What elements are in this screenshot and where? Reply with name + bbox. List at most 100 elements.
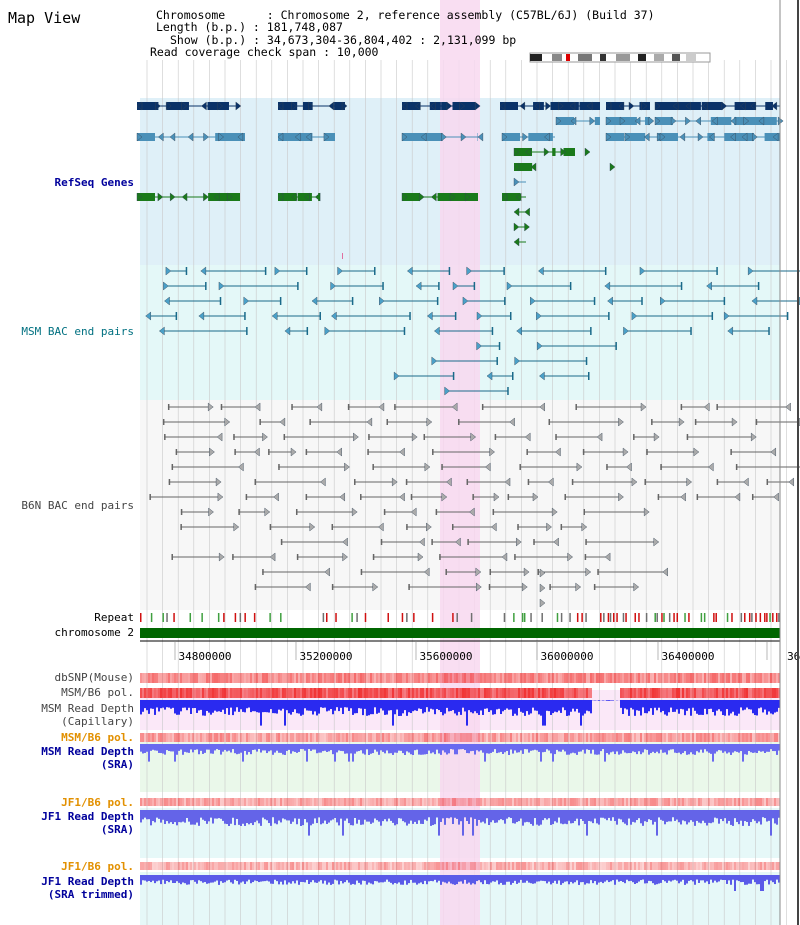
jf1-b6-pol-strip <box>580 798 582 806</box>
jf1-b6-pol-strip-2 <box>394 862 396 870</box>
track-label-msm-bac[interactable]: MSM BAC end pairs <box>21 325 134 338</box>
jf1-b6-pol-strip <box>204 798 206 806</box>
msm-b6-pol-strip-2 <box>280 733 282 742</box>
jf1-trim-depth-bar <box>274 875 276 880</box>
msm-b6-pol-strip <box>750 688 752 698</box>
jf1-b6-pol-strip-2 <box>584 862 586 870</box>
track-label-repeat[interactable]: Repeat <box>94 611 134 624</box>
msm-b6-pol-strip <box>448 688 450 698</box>
msm-cap-depth-bar <box>412 700 414 712</box>
msm-sra-depth-bar <box>662 744 664 753</box>
msm-cap-depth-bar <box>368 700 370 716</box>
track-label-msm-depth-sra[interactable]: MSM Read Depth <box>41 745 134 758</box>
msm-sra-depth-bar <box>714 744 716 754</box>
gene-exon <box>502 133 520 141</box>
msm-b6-pol-strip <box>238 688 240 698</box>
bac-end-b6n <box>366 417 373 427</box>
msm-b6-pol-strip-2 <box>526 733 528 742</box>
jf1-b6-pol-strip-2 <box>514 862 516 870</box>
track-label-msm-b6-pol-2[interactable]: MSM/B6 pol. <box>61 731 134 744</box>
dbsnp-strip <box>588 673 590 683</box>
gene-strand-arrow <box>605 116 612 126</box>
track-label-jf1-depth-sra[interactable]: JF1 Read Depth <box>41 810 134 823</box>
track-label-refseq[interactable]: RefSeq Genes <box>54 176 134 189</box>
jf1-sra-depth-bar <box>606 810 608 821</box>
jf1-trim-depth-bar <box>640 875 642 881</box>
dbsnp-strip <box>596 673 598 683</box>
jf1-sra-depth-bar <box>484 810 486 824</box>
track-label-msm-b6-pol-1[interactable]: MSM/B6 pol. <box>61 686 134 699</box>
msm-cap-depth-bar <box>504 700 506 710</box>
msm-cap-depth-bar <box>694 700 696 711</box>
msm-cap-depth-bar <box>272 700 274 714</box>
track-label-msm-depth-cap[interactable]: MSM Read Depth <box>41 702 134 715</box>
msm-b6-pol-strip <box>686 688 688 698</box>
dbsnp-strip <box>592 673 594 683</box>
bac-end-b6n <box>606 464 608 470</box>
jf1-trim-depth-bar <box>242 875 244 882</box>
msm-sra-depth-bar <box>236 744 238 755</box>
jf1-b6-pol-strip <box>706 798 708 806</box>
msm-b6-pol-strip <box>666 688 668 698</box>
jf1-trim-depth-bar <box>532 875 534 884</box>
msm-sra-depth-bar <box>224 744 226 750</box>
jf1-b6-pol-strip-2 <box>750 862 752 870</box>
gene-strand-arrow <box>217 101 223 111</box>
msm-b6-pol-strip-2 <box>624 733 626 742</box>
msm-b6-pol-strip <box>380 688 382 698</box>
msm-b6-pol-strip-2 <box>586 733 588 742</box>
jf1-b6-pol-strip-2 <box>416 862 418 870</box>
msm-b6-pol-strip <box>200 688 202 698</box>
jf1-b6-pol-strip-2 <box>492 862 494 870</box>
dbsnp-strip <box>252 673 254 683</box>
dbsnp-strip <box>536 673 538 683</box>
jf1-b6-pol-strip-2 <box>170 862 172 870</box>
jf1-trim-depth-bar <box>682 875 684 880</box>
track-label-jf1-b6-pol-1[interactable]: JF1/B6 pol. <box>61 796 134 809</box>
msm-sra-depth-bar <box>562 744 564 750</box>
msm-b6-pol-strip-2 <box>196 733 198 742</box>
track-label-dbsnp[interactable]: dbSNP(Mouse) <box>54 671 134 684</box>
jf1-b6-pol-strip-2 <box>680 862 682 870</box>
msm-b6-pol-strip <box>388 688 390 698</box>
jf1-b6-pol-strip-2 <box>204 862 206 870</box>
msm-sra-depth-bar <box>394 744 396 753</box>
track-label-jf1-depth-trim[interactable]: JF1 Read Depth <box>41 875 134 888</box>
msm-b6-pol-strip <box>636 688 638 698</box>
jf1-b6-pol-strip-2 <box>402 862 404 870</box>
jf1-b6-pol-strip <box>454 798 456 806</box>
jf1-b6-pol-strip <box>146 798 148 806</box>
msm-sra-depth-bar <box>610 744 612 753</box>
msm-b6-pol-strip <box>676 688 678 698</box>
dbsnp-strip <box>238 673 240 683</box>
track-label-b6n-bac[interactable]: B6N BAC end pairs <box>21 499 134 512</box>
msm-cap-depth-bar <box>518 700 520 709</box>
track-label-jf1-b6-pol-2[interactable]: JF1/B6 pol. <box>61 860 134 873</box>
jf1-b6-pol-strip <box>612 798 614 806</box>
jf1-sra-depth-bar <box>226 810 228 825</box>
msm-b6-pol-strip <box>538 688 540 698</box>
msm-cap-depth-bar <box>500 700 502 715</box>
msm-cap-depth-bar <box>726 700 728 710</box>
jf1-b6-pol-strip-2 <box>444 862 446 870</box>
msm-b6-pol-strip <box>166 688 168 698</box>
jf1-b6-pol-strip <box>616 798 618 806</box>
jf1-trim-depth-bar <box>498 875 500 885</box>
msm-b6-pol-strip <box>252 688 254 698</box>
msm-b6-pol-strip-2 <box>566 733 568 742</box>
msm-b6-pol-strip <box>396 688 398 698</box>
chromosome-bar <box>140 628 780 638</box>
bac-end-b6n <box>694 419 697 425</box>
jf1-sra-depth-bar <box>384 810 386 820</box>
msm-sra-depth-bar <box>752 744 754 753</box>
gene-strand-arrow <box>187 132 194 142</box>
jf1-trim-depth-bar <box>580 875 582 883</box>
msm-b6-pol-strip <box>506 688 508 698</box>
track-label-chromosome[interactable]: chromosome 2 <box>54 626 134 639</box>
gene-strand-arrow <box>543 147 550 157</box>
bac-end-b6n <box>489 569 492 575</box>
jf1-sra-depth-bar <box>740 810 742 821</box>
jf1-sra-depth-bar <box>140 810 142 823</box>
msm-cap-depth-bar <box>672 700 674 712</box>
msm-sra-depth-bar <box>430 744 432 754</box>
